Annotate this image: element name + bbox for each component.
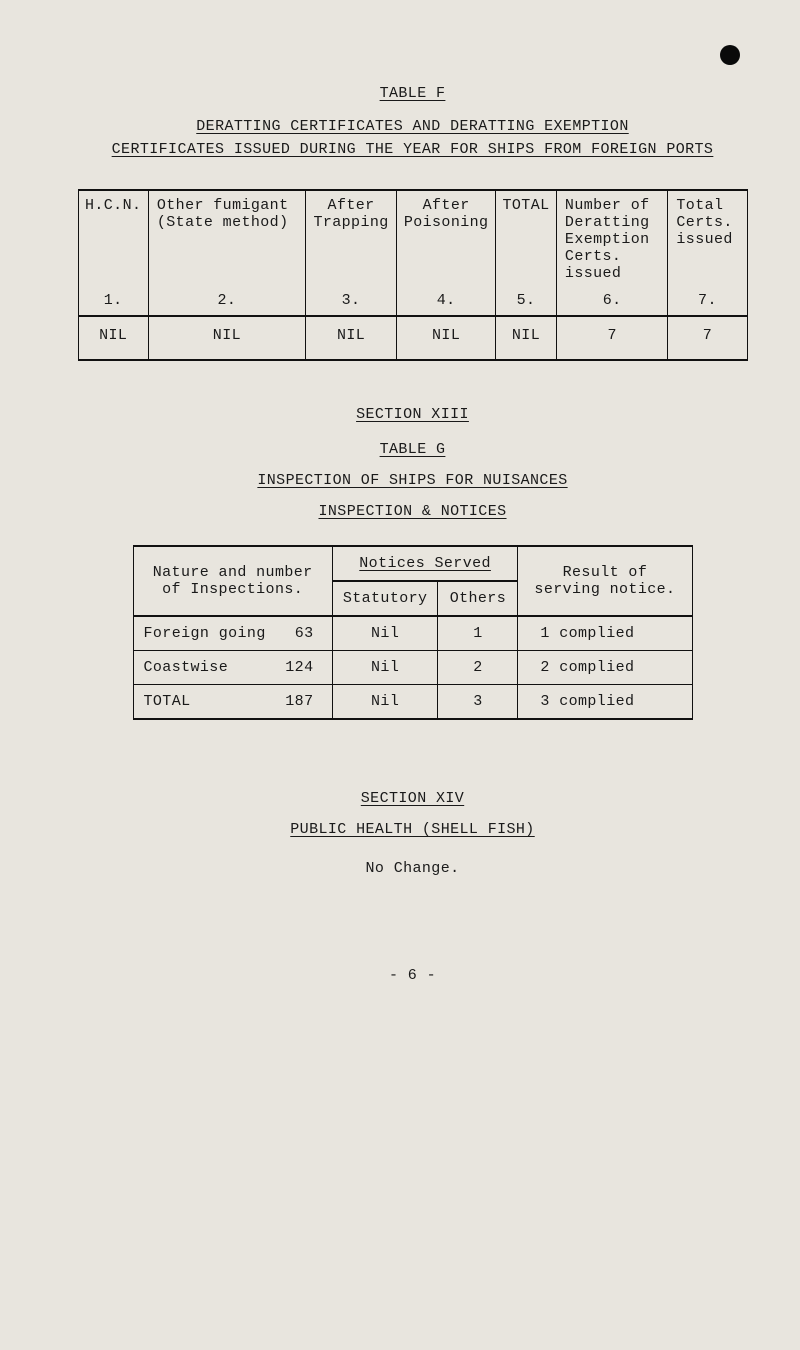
tf-header-hcn: H.C.N.: [78, 190, 148, 288]
table-row: Coastwise124 Nil 2 2 complied: [133, 651, 692, 685]
tg-res-1: 2 complied: [518, 651, 692, 685]
tg-label-foreign: Foreign going63: [133, 616, 332, 651]
tf-header-after-trapping: After Trapping: [305, 190, 396, 288]
subtitle-line-1: DERATTING CERTIFICATES AND DERATTING EXE…: [196, 116, 628, 139]
tf-cell-7: 7: [668, 316, 747, 360]
tf-header-other-fumigant: Other fumigant (State method): [148, 190, 305, 288]
tf-data-row: NIL NIL NIL NIL NIL 7 7: [78, 316, 747, 360]
tg-header-nature: Nature and number of Inspections.: [133, 546, 332, 616]
title-text: TABLE F: [380, 85, 446, 102]
tf-column-numbers: 1. 2. 3. 4. 5. 6. 7.: [78, 288, 747, 316]
tf-cell-4: NIL: [397, 316, 496, 360]
tf-colnum-6: 6.: [556, 288, 667, 316]
table-f: H.C.N. Other fumigant (State method) Aft…: [78, 189, 748, 361]
tg-label-coastwise: Coastwise124: [133, 651, 332, 685]
tf-header-total: TOTAL: [496, 190, 557, 288]
no-change-text: No Change.: [70, 860, 755, 877]
tf-header-exemption-certs: Number of Deratting Exemption Certs. iss…: [556, 190, 667, 288]
tg-stat-1: Nil: [332, 651, 438, 685]
page-number: - 6 -: [70, 967, 755, 984]
table-g-title: TABLE G: [380, 441, 446, 458]
tg-stat-0: Nil: [332, 616, 438, 651]
tg-header-others: Others: [438, 581, 518, 616]
tf-colnum-3: 3.: [305, 288, 396, 316]
tg-oth-1: 2: [438, 651, 518, 685]
tg-res-2: 3 complied: [518, 685, 692, 720]
tg-header-result: Result of serving notice.: [518, 546, 692, 616]
tf-cell-1: NIL: [78, 316, 148, 360]
tf-colnum-5: 5.: [496, 288, 557, 316]
section-13-title: SECTION XIII: [356, 406, 469, 423]
tg-header-statutory: Statutory: [332, 581, 438, 616]
tf-cell-5: NIL: [496, 316, 557, 360]
tf-colnum-7: 7.: [668, 288, 747, 316]
section-14-title: SECTION XIV: [361, 790, 464, 807]
tg-stat-2: Nil: [332, 685, 438, 720]
tf-header-after-poisoning: After Poisoning: [397, 190, 496, 288]
tg-oth-2: 3: [438, 685, 518, 720]
tg-label-total: TOTAL187: [133, 685, 332, 720]
tf-colnum-4: 4.: [397, 288, 496, 316]
tg-res-0: 1 complied: [518, 616, 692, 651]
table-g-subtitle-1: INSPECTION OF SHIPS FOR NUISANCES: [257, 472, 567, 489]
section-14-header: SECTION XIV PUBLIC HEALTH (SHELL FISH) N…: [70, 790, 755, 984]
section-13-header: SECTION XIII TABLE G INSPECTION OF SHIPS…: [70, 406, 755, 520]
section-14-subtitle: PUBLIC HEALTH (SHELL FISH): [290, 821, 534, 838]
tf-cell-6: 7: [556, 316, 667, 360]
table-row: Foreign going63 Nil 1 1 complied: [133, 616, 692, 651]
tf-colnum-1: 1.: [78, 288, 148, 316]
table-g-subtitle-2: INSPECTION & NOTICES: [318, 503, 506, 520]
tg-header-notices-served: Notices Served: [332, 546, 518, 581]
tg-oth-0: 1: [438, 616, 518, 651]
tf-cell-3: NIL: [305, 316, 396, 360]
subtitle-line-2: CERTIFICATES ISSUED DURING THE YEAR FOR …: [112, 139, 714, 162]
tf-cell-2: NIL: [148, 316, 305, 360]
tf-header-total-certs: Total Certs. issued: [668, 190, 747, 288]
table-g: Nature and number of Inspections. Notice…: [133, 545, 693, 720]
page-marker-dot: [720, 45, 740, 65]
table-f-title: TABLE F: [70, 85, 755, 102]
tf-colnum-2: 2.: [148, 288, 305, 316]
table-row: TOTAL187 Nil 3 3 complied: [133, 685, 692, 720]
table-f-subtitle: DERATTING CERTIFICATES AND DERATTING EXE…: [70, 116, 755, 161]
